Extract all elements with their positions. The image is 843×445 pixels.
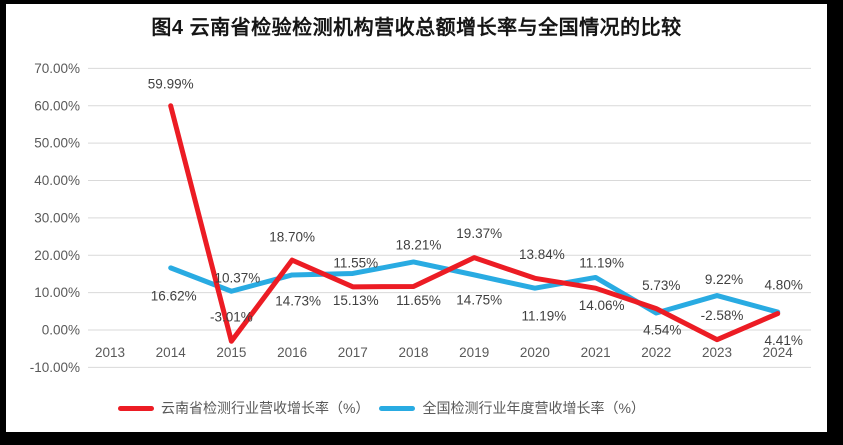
x-tick-label: 2021 (581, 345, 611, 360)
y-tick-label: 40.00% (34, 173, 80, 188)
x-tick-label: 2017 (338, 345, 368, 360)
chart-area: 图4 云南省检验检测机构营收总额增长率与全国情况的比较 70.00% 60.00%… (6, 4, 827, 432)
data-label-yunnan: 13.84% (519, 247, 565, 262)
data-label-yunnan: -3.01% (210, 310, 253, 325)
x-tick-label: 2023 (702, 345, 732, 360)
x-tick-label: 2015 (216, 345, 246, 360)
y-tick-label: 20.00% (34, 248, 80, 263)
data-label-yunnan: -2.58% (701, 308, 744, 323)
x-tick-label: 2018 (398, 345, 428, 360)
data-label-yunnan: 11.55% (333, 255, 378, 270)
y-tick-label: 0.00% (42, 323, 80, 338)
yunnan-series-swatch (118, 405, 154, 411)
y-tick-label: 10.00% (34, 285, 80, 300)
x-tick-label: 2022 (641, 345, 671, 360)
data-label-yunnan: 18.70% (269, 230, 315, 245)
series-line-national (168, 259, 781, 316)
legend-label-yunnan: 云南省检测行业营收增长率（%） (161, 400, 370, 416)
national-series-swatch (379, 405, 416, 411)
data-label-national: 18.21% (396, 237, 442, 252)
data-label-national: 11.19% (522, 309, 567, 324)
data-label-yunnan: 19.37% (456, 226, 502, 241)
y-tick-label: 50.00% (34, 136, 80, 151)
data-label-yunnan: 5.73% (642, 278, 680, 293)
x-tick-label: 2014 (156, 345, 187, 360)
y-tick-label: 30.00% (34, 210, 80, 225)
y-tick-label: 70.00% (34, 61, 80, 76)
data-label-yunnan: 4.41% (765, 333, 803, 348)
legend-label-national: 全国检测行业年度营收增长率（%） (422, 400, 645, 416)
chart-title: 图4 云南省检验检测机构营收总额增长率与全国情况的比较 (151, 17, 682, 39)
series-line-yunnan (168, 103, 781, 344)
x-tick-label: 2016 (277, 345, 307, 360)
data-label-yunnan: 11.19% (579, 256, 624, 271)
data-label-national: 10.37% (215, 271, 261, 286)
legend-item-yunnan: 云南省检测行业营收增长率（%） (118, 398, 369, 418)
data-label-national: 14.75% (456, 292, 502, 307)
x-tick-label: 2024 (763, 345, 794, 360)
data-label-national: 14.06% (579, 298, 625, 313)
data-label-yunnan: 11.65% (396, 293, 441, 308)
data-label-yunnan: 59.99% (148, 76, 194, 91)
data-label-national: 4.54% (643, 323, 681, 338)
chart-legend: 云南省检测行业营收增长率（%） 全国检测行业年度营收增长率（%） (118, 398, 645, 418)
data-label-national: 15.13% (333, 293, 379, 308)
data-label-national: 14.73% (275, 293, 321, 308)
legend-item-national: 全国检测行业年度营收增长率（%） (379, 398, 645, 418)
x-tick-label: 2020 (520, 345, 550, 360)
data-label-national: 16.62% (151, 288, 197, 303)
line-chart-canvas: 70.00% 60.00% 50.00% 40.00% 30.00% 20.00% 10.0… (30, 61, 811, 375)
x-tick-label: 2019 (459, 345, 489, 360)
y-tick-label: -10.00% (30, 360, 80, 375)
x-tick-label: 2013 (95, 345, 125, 360)
y-tick-label: 60.00% (34, 98, 80, 113)
data-label-national: 4.80% (765, 278, 803, 293)
data-label-national: 9.22% (705, 272, 743, 287)
